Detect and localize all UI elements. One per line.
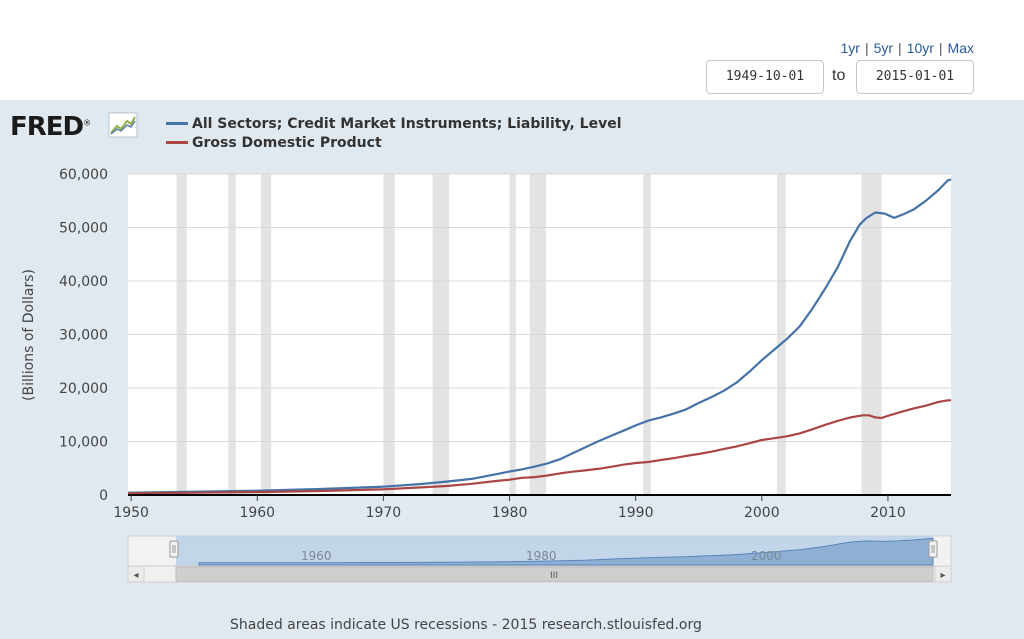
navigator-scrollbar[interactable]: ◂ III ▸ xyxy=(127,565,952,583)
date-range-to-label: to xyxy=(832,67,846,84)
range-1yr-link[interactable]: 1yr xyxy=(840,40,860,56)
navigator-left-handle[interactable] xyxy=(169,540,179,558)
navigator-right-handle[interactable] xyxy=(928,540,938,558)
legend-label-gdp: Gross Domestic Product xyxy=(192,135,382,151)
footer-note: Shaded areas indicate US recessions - 20… xyxy=(230,617,702,633)
separator: | xyxy=(938,40,943,56)
y-tick-label: 50,000 xyxy=(59,221,108,237)
scrollbar-grip-icon: III xyxy=(550,571,558,581)
navigator-series-area xyxy=(198,537,934,566)
legend-label-credit-market: All Sectors; Credit Market Instruments; … xyxy=(192,116,622,132)
x-tick-label: 1950 xyxy=(113,505,149,521)
legend-swatch-credit-market xyxy=(166,121,188,125)
scroll-right-arrow-icon: ▸ xyxy=(940,570,945,581)
scroll-left-arrow-icon: ◂ xyxy=(133,570,138,581)
y-axis-ticks: 0 10,000 20,000 30,000 40,000 50,000 60,000 xyxy=(59,167,108,504)
navigator-year-label: 1960 xyxy=(301,549,332,563)
range-10yr-link[interactable]: 10yr xyxy=(906,40,934,56)
y-gridlines xyxy=(128,173,951,442)
series-line-gdp xyxy=(127,399,951,495)
x-tick-label: 2000 xyxy=(744,505,780,521)
navigator[interactable]: 1960 1980 2000 xyxy=(127,535,952,567)
scrollbar-right-button[interactable] xyxy=(934,565,952,583)
range-5yr-link[interactable]: 5yr xyxy=(873,40,894,56)
date-range-links: 1yr | 5yr | 10yr | Max xyxy=(840,40,974,56)
logo-text: FRED xyxy=(10,112,84,142)
scrollbar-thumb[interactable] xyxy=(175,566,934,582)
separator: | xyxy=(898,40,902,56)
fred-logo: FRED® xyxy=(10,112,91,142)
x-tick-label: 2010 xyxy=(870,505,906,521)
navigator-year-labels: 1960 1980 2000 xyxy=(301,549,782,563)
logo-graph-icon xyxy=(108,112,138,138)
y-tick-label: 10,000 xyxy=(59,435,108,451)
y-tick-label: 40,000 xyxy=(59,274,108,290)
logo-registered-mark: ® xyxy=(83,118,91,128)
x-axis-ticks: 1950 1960 1970 1980 1990 2000 2010 xyxy=(113,495,906,521)
series-line-credit-market xyxy=(127,178,952,494)
y-axis-label: (Billions of Dollars) xyxy=(21,269,37,401)
end-date-input[interactable]: 2015-01-01 xyxy=(856,60,974,94)
legend-item-gdp[interactable]: Gross Domestic Product xyxy=(166,135,382,151)
y-tick-label: 60,000 xyxy=(59,167,108,183)
y-tick-label: 20,000 xyxy=(59,381,108,397)
separator: | xyxy=(864,40,869,56)
navigator-year-label: 1980 xyxy=(526,549,557,563)
legend-swatch-gdp xyxy=(166,140,188,144)
y-tick-label: 0 xyxy=(99,488,108,504)
start-date-input[interactable]: 1949-10-01 xyxy=(706,60,824,94)
x-tick-label: 1990 xyxy=(618,505,654,521)
range-max-link[interactable]: Max xyxy=(947,40,974,56)
navigator-year-label: 2000 xyxy=(751,549,782,563)
legend-item-credit-market[interactable]: All Sectors; Credit Market Instruments; … xyxy=(166,116,622,132)
x-tick-label: 1960 xyxy=(239,505,275,521)
x-tick-label: 1980 xyxy=(492,505,528,521)
scrollbar-left-button[interactable] xyxy=(127,565,145,583)
x-tick-label: 1970 xyxy=(366,505,402,521)
y-tick-label: 30,000 xyxy=(59,328,108,344)
series-lines xyxy=(127,178,952,495)
